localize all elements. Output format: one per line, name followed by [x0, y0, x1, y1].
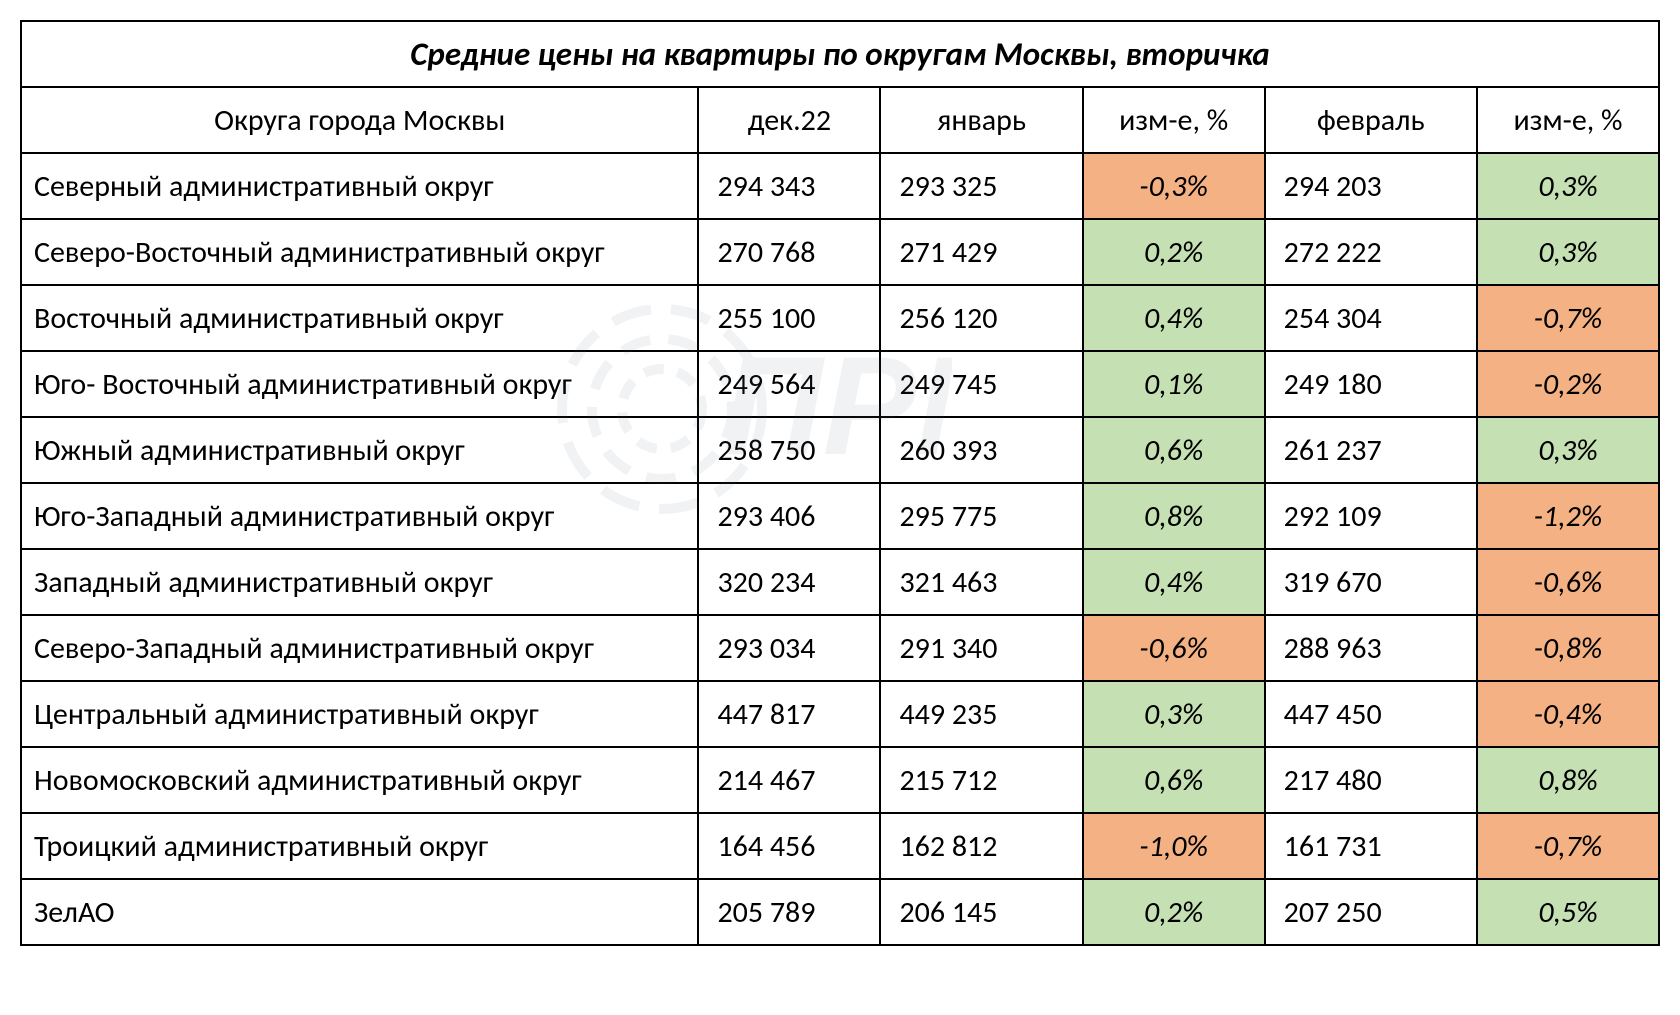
cell-jan: 249 745 — [880, 351, 1082, 417]
cell-district: Троицкий административный округ — [21, 813, 698, 879]
cell-feb: 319 670 — [1265, 549, 1477, 615]
col-header-feb: февраль — [1265, 87, 1477, 153]
cell-chg2: 0,5% — [1477, 879, 1659, 945]
col-header-chg1: изм-е, % — [1083, 87, 1265, 153]
table-row: Юго- Восточный административный округ249… — [21, 351, 1659, 417]
cell-jan: 271 429 — [880, 219, 1082, 285]
cell-feb: 249 180 — [1265, 351, 1477, 417]
cell-district: Восточный административный округ — [21, 285, 698, 351]
cell-jan: 321 463 — [880, 549, 1082, 615]
cell-jan: 256 120 — [880, 285, 1082, 351]
cell-jan: 260 393 — [880, 417, 1082, 483]
col-header-jan: январь — [880, 87, 1082, 153]
cell-feb: 288 963 — [1265, 615, 1477, 681]
table-row: Троицкий административный округ164 45616… — [21, 813, 1659, 879]
cell-feb: 207 250 — [1265, 879, 1477, 945]
cell-chg1: 0,4% — [1083, 285, 1265, 351]
cell-chg1: 0,3% — [1083, 681, 1265, 747]
cell-chg1: 0,1% — [1083, 351, 1265, 417]
cell-district: Центральный административный округ — [21, 681, 698, 747]
table-row: Юго-Западный административный округ293 4… — [21, 483, 1659, 549]
prices-table-container: Средние цены на квартиры по округам Моск… — [20, 20, 1660, 946]
cell-jan: 293 325 — [880, 153, 1082, 219]
table-body: Северный административный округ294 34329… — [21, 153, 1659, 945]
cell-chg1: 0,2% — [1083, 219, 1265, 285]
cell-feb: 217 480 — [1265, 747, 1477, 813]
cell-feb: 292 109 — [1265, 483, 1477, 549]
cell-district: Новомосковский административный округ — [21, 747, 698, 813]
cell-chg2: -1,2% — [1477, 483, 1659, 549]
cell-chg1: -1,0% — [1083, 813, 1265, 879]
table-row: ЗелАО205 789206 1450,2%207 2500,5% — [21, 879, 1659, 945]
cell-feb: 294 203 — [1265, 153, 1477, 219]
cell-dec22: 293 034 — [698, 615, 880, 681]
cell-feb: 161 731 — [1265, 813, 1477, 879]
cell-chg2: 0,3% — [1477, 417, 1659, 483]
cell-feb: 447 450 — [1265, 681, 1477, 747]
table-row: Северо-Западный административный округ29… — [21, 615, 1659, 681]
table-row: Северо-Восточный административный округ2… — [21, 219, 1659, 285]
cell-jan: 215 712 — [880, 747, 1082, 813]
table-title: Средние цены на квартиры по округам Моск… — [21, 21, 1659, 87]
cell-jan: 291 340 — [880, 615, 1082, 681]
table-row: Западный административный округ320 23432… — [21, 549, 1659, 615]
cell-chg2: -0,7% — [1477, 285, 1659, 351]
cell-jan: 206 145 — [880, 879, 1082, 945]
cell-district: Северный административный округ — [21, 153, 698, 219]
cell-dec22: 320 234 — [698, 549, 880, 615]
cell-dec22: 447 817 — [698, 681, 880, 747]
cell-dec22: 249 564 — [698, 351, 880, 417]
cell-district: Западный административный округ — [21, 549, 698, 615]
cell-chg2: -0,7% — [1477, 813, 1659, 879]
cell-dec22: 270 768 — [698, 219, 880, 285]
cell-chg2: 0,3% — [1477, 219, 1659, 285]
col-header-chg2: изм-е, % — [1477, 87, 1659, 153]
header-row: Округа города Москвы дек.22 январь изм-е… — [21, 87, 1659, 153]
cell-chg1: -0,6% — [1083, 615, 1265, 681]
cell-feb: 261 237 — [1265, 417, 1477, 483]
table-row: Восточный административный округ255 1002… — [21, 285, 1659, 351]
table-row: Северный административный округ294 34329… — [21, 153, 1659, 219]
prices-table: Средние цены на квартиры по округам Моск… — [20, 20, 1660, 946]
cell-chg1: 0,2% — [1083, 879, 1265, 945]
cell-district: Северо-Восточный административный округ — [21, 219, 698, 285]
cell-district: ЗелАО — [21, 879, 698, 945]
cell-district: Юго- Восточный административный округ — [21, 351, 698, 417]
table-row: Новомосковский административный округ214… — [21, 747, 1659, 813]
cell-dec22: 214 467 — [698, 747, 880, 813]
cell-chg2: -0,2% — [1477, 351, 1659, 417]
cell-chg2: 0,8% — [1477, 747, 1659, 813]
cell-jan: 449 235 — [880, 681, 1082, 747]
cell-feb: 272 222 — [1265, 219, 1477, 285]
cell-chg2: 0,3% — [1477, 153, 1659, 219]
cell-dec22: 293 406 — [698, 483, 880, 549]
cell-chg2: -0,6% — [1477, 549, 1659, 615]
title-row: Средние цены на квартиры по округам Моск… — [21, 21, 1659, 87]
cell-dec22: 255 100 — [698, 285, 880, 351]
cell-chg1: -0,3% — [1083, 153, 1265, 219]
table-row: Центральный административный округ447 81… — [21, 681, 1659, 747]
cell-chg1: 0,6% — [1083, 417, 1265, 483]
cell-chg1: 0,6% — [1083, 747, 1265, 813]
cell-jan: 162 812 — [880, 813, 1082, 879]
col-header-district: Округа города Москвы — [21, 87, 698, 153]
cell-dec22: 205 789 — [698, 879, 880, 945]
cell-jan: 295 775 — [880, 483, 1082, 549]
cell-feb: 254 304 — [1265, 285, 1477, 351]
cell-chg2: -0,4% — [1477, 681, 1659, 747]
cell-district: Северо-Западный административный округ — [21, 615, 698, 681]
cell-dec22: 294 343 — [698, 153, 880, 219]
cell-dec22: 164 456 — [698, 813, 880, 879]
cell-chg2: -0,8% — [1477, 615, 1659, 681]
cell-dec22: 258 750 — [698, 417, 880, 483]
col-header-dec22: дек.22 — [698, 87, 880, 153]
cell-chg1: 0,8% — [1083, 483, 1265, 549]
cell-district: Южный административный округ — [21, 417, 698, 483]
table-row: Южный административный округ258 750260 3… — [21, 417, 1659, 483]
cell-chg1: 0,4% — [1083, 549, 1265, 615]
cell-district: Юго-Западный административный округ — [21, 483, 698, 549]
